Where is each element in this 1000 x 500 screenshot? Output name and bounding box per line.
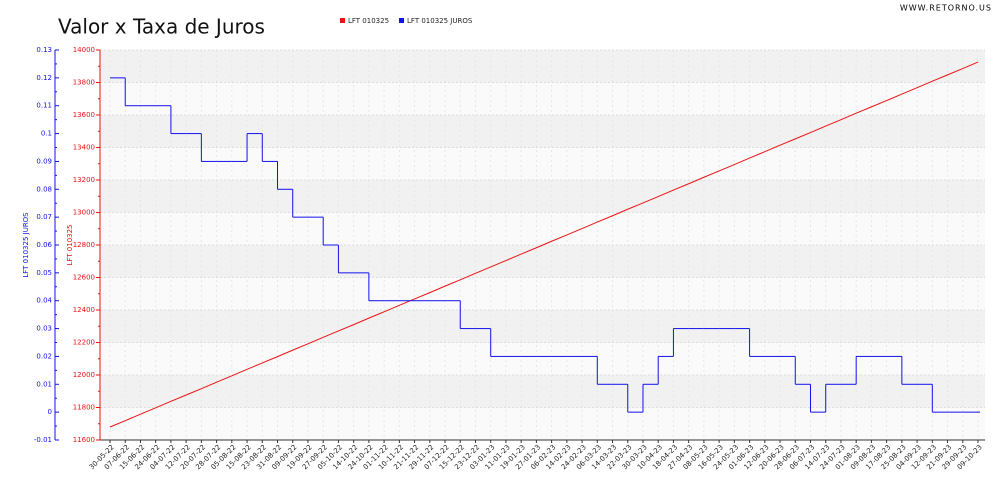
chart-title: Valor x Taxa de Juros [58,15,265,39]
y2-tick-label: 0.03 [36,325,52,333]
y2-tick-label: 0.06 [36,241,52,249]
legend-label: LFT 010325 [348,17,389,25]
band [100,115,985,148]
band [100,245,985,278]
y2-tick-label: 0.07 [36,213,52,221]
series-line [109,61,979,428]
band [100,342,985,375]
y2-tick-label: 0.02 [36,352,52,360]
legend-label: LFT 010325 JUROS [407,17,473,25]
y2-tick-label: 0.13 [36,46,52,54]
y-tick-label: 12400 [73,306,95,314]
y2-tick-label: 0.01 [36,380,52,388]
y-axis-label: LFT 010325 [66,224,74,265]
band [100,407,985,440]
legend-swatch [340,18,345,23]
y-tick-label: 14000 [73,46,95,54]
y2-tick-label: 0.11 [36,102,52,110]
y-tick-label: 11600 [73,436,95,444]
watermark: WWW.RETORNO.US [900,4,992,13]
band [100,375,985,408]
legend-swatch [399,18,405,23]
band [100,147,985,180]
y-tick-label: 13600 [73,111,95,119]
y-tick-label: 12200 [73,339,95,347]
y-tick-label: 13400 [73,144,95,152]
y-tick-label: 13000 [73,209,95,217]
y2-tick-label: 0.09 [36,157,52,165]
y2-tick-label: 0 [48,408,52,416]
y-tick-label: 12800 [73,241,95,249]
y2-tick-label: 0.1 [41,130,52,138]
y2-tick-label: 0.05 [36,269,52,277]
band [100,50,985,83]
y2-tick-label: 0.08 [36,185,52,193]
y2-axis-label: LFT 010325 JUROS [22,212,30,278]
band [100,180,985,213]
band [100,277,985,310]
band [100,212,985,245]
y-tick-label: 11800 [73,404,95,412]
band [100,82,985,115]
y2-tick-label: 0.12 [36,74,52,82]
y2-tick-label: -0.01 [34,436,52,444]
y-tick-label: 13200 [73,176,95,184]
band [100,310,985,343]
y-tick-label: 12000 [73,371,95,379]
y-tick-label: 12600 [73,274,95,282]
y2-tick-label: 0.04 [36,297,52,305]
y-tick-label: 13800 [73,79,95,87]
